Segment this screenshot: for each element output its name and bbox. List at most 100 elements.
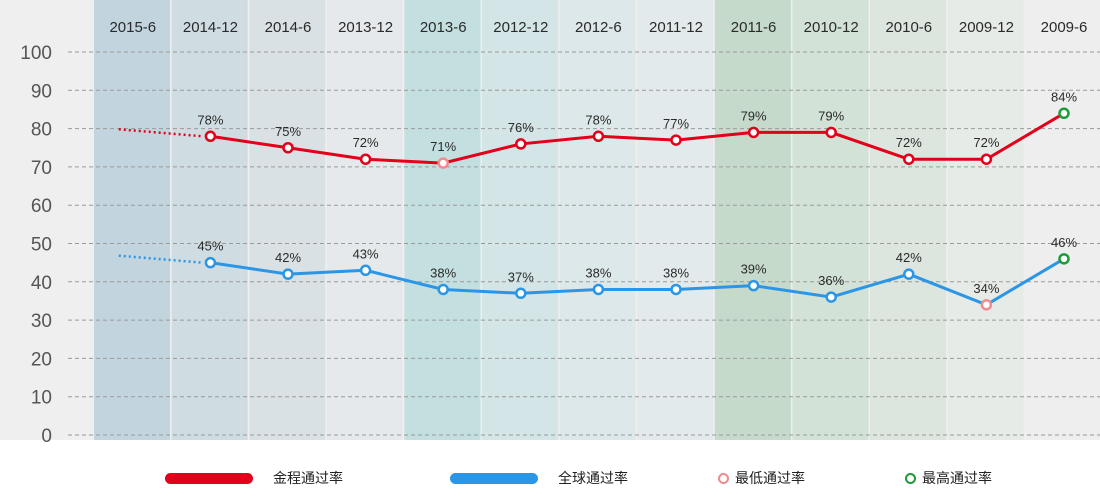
data-point: [1058, 253, 1070, 265]
data-point: [437, 157, 449, 169]
data-label: 46%: [1051, 235, 1077, 250]
data-label: 79%: [818, 108, 844, 123]
x-tick-label: 2009-12: [959, 19, 1014, 36]
y-tick-label: 60: [31, 196, 52, 217]
data-label: 42%: [275, 250, 301, 265]
data-label: 78%: [585, 112, 611, 127]
lowest-marker-icon: [718, 472, 729, 484]
category-band: [326, 0, 403, 440]
data-point: [903, 153, 915, 165]
x-tick-label: 2014-12: [183, 19, 238, 36]
category-band: [94, 0, 171, 440]
data-point: [515, 138, 527, 150]
category-band: [637, 0, 714, 440]
x-tick-label: 2010-12: [804, 19, 859, 36]
data-label: 75%: [275, 124, 301, 139]
category-band: [482, 0, 559, 440]
data-point: [1058, 107, 1070, 120]
x-tick-label: 2009-6: [1041, 19, 1088, 36]
data-point: [903, 268, 915, 280]
data-point: [825, 291, 837, 303]
data-label: 38%: [430, 265, 456, 280]
category-band: [714, 0, 791, 440]
y-tick-label: 40: [31, 273, 52, 294]
data-label: 39%: [741, 262, 767, 277]
data-point: [359, 153, 372, 165]
data-label: 72%: [353, 135, 379, 150]
data-point: [437, 283, 449, 296]
data-point: [670, 283, 682, 296]
data-point: [980, 299, 993, 311]
category-band: [947, 0, 1024, 440]
data-label: 77%: [663, 116, 689, 131]
legend-item-lowest: 最低通过率: [718, 466, 805, 490]
category-band: [249, 0, 326, 440]
x-tick-label: 2012-12: [493, 19, 548, 36]
data-point: [670, 134, 682, 146]
y-tick-label: 0: [41, 426, 52, 447]
x-tick-label: 2012-6: [575, 19, 622, 36]
data-label: 84%: [1051, 89, 1077, 104]
data-label: 36%: [818, 273, 844, 288]
data-label: 78%: [197, 112, 223, 127]
data-point: [359, 264, 372, 277]
data-label: 79%: [741, 108, 767, 123]
y-tick-label: 100: [20, 43, 52, 64]
data-point: [592, 283, 605, 296]
category-band: [171, 0, 248, 440]
legend-item-global: 全球通过率: [450, 466, 628, 490]
data-point: [204, 130, 217, 143]
x-tick-label: 2015-6: [109, 19, 156, 36]
data-label: 43%: [353, 246, 379, 261]
series-lead-in-dotted: [118, 254, 203, 264]
data-point: [747, 279, 760, 292]
data-label: 42%: [896, 250, 922, 265]
data-point: [747, 126, 760, 139]
category-band: [870, 0, 947, 440]
data-point: [204, 256, 217, 269]
x-tick-label: 2014-6: [265, 19, 312, 36]
series-line-global: [210, 257, 1065, 307]
y-tick-label: 70: [31, 158, 52, 179]
highest-marker-icon: [905, 472, 916, 484]
data-label: 76%: [508, 120, 534, 135]
data-label: 38%: [663, 265, 689, 280]
y-tick-label: 80: [31, 120, 52, 141]
data-point: [825, 126, 837, 139]
x-tick-label: 2010-6: [885, 19, 932, 36]
category-band: [792, 0, 869, 440]
legend-swatch-blue: [450, 472, 538, 484]
series-line-jincheng: [210, 111, 1065, 165]
y-tick-label: 20: [31, 349, 52, 370]
category-band: [1025, 0, 1100, 440]
legend-item-jincheng: 金程通过率: [165, 466, 343, 490]
data-point: [282, 142, 294, 154]
y-tick-label: 30: [31, 311, 52, 332]
data-label: 38%: [585, 265, 611, 280]
y-tick-label: 10: [31, 388, 52, 409]
pass-rate-chart: 2015-6 2014-12 2014-6 2013-12 2013-6 2012-12 2…: [0, 0, 1100, 447]
legend-label: 最高通过率: [922, 471, 992, 487]
category-band: [559, 0, 636, 440]
x-tick-label: 2013-12: [338, 19, 393, 36]
data-label: 45%: [197, 239, 223, 254]
y-tick-label: 90: [31, 81, 52, 102]
data-label: 37%: [508, 269, 534, 284]
data-point: [980, 153, 993, 165]
data-label: 71%: [430, 139, 456, 154]
series-lead-in-dotted: [118, 128, 203, 138]
legend-label: 全球通过率: [558, 471, 628, 487]
data-label: 72%: [973, 135, 999, 150]
y-tick-label: 50: [31, 235, 52, 256]
data-point: [515, 287, 527, 300]
x-tick-label: 2011-12: [649, 19, 703, 36]
category-band: [404, 0, 481, 440]
legend-label: 最低通过率: [735, 471, 805, 487]
x-tick-label: 2011-6: [731, 19, 777, 36]
data-label: 72%: [896, 135, 922, 150]
x-tick-label: 2013-6: [420, 19, 467, 36]
data-point: [282, 268, 294, 280]
data-label: 34%: [973, 281, 999, 296]
legend-label: 金程通过率: [273, 471, 343, 487]
legend-swatch-red: [165, 472, 253, 484]
